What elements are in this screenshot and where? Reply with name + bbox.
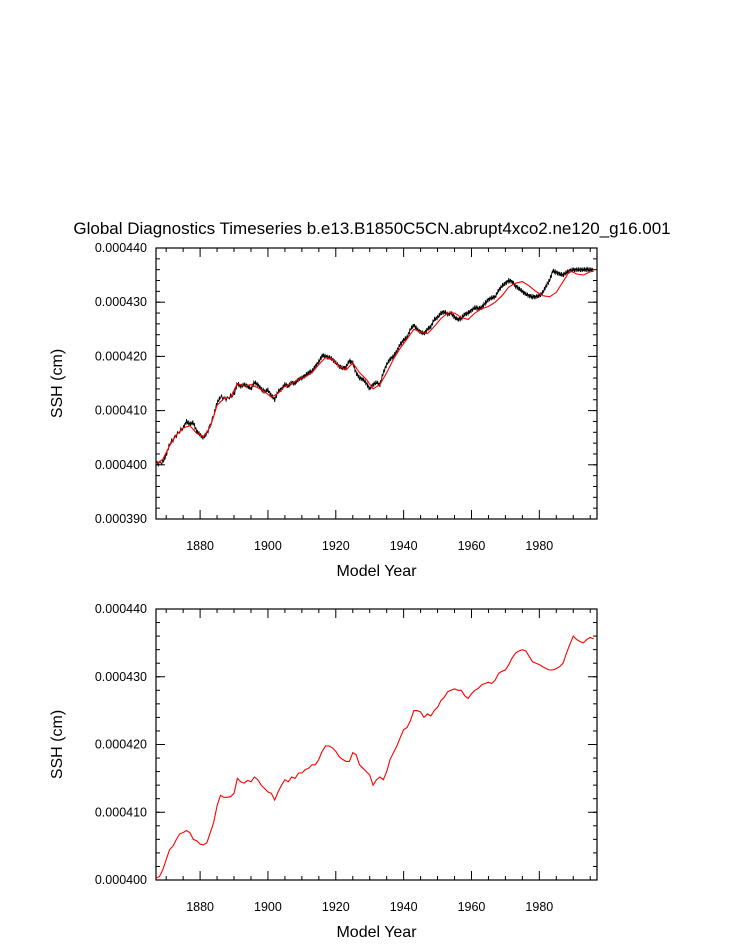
x-tick-label: 1980 [525,539,553,553]
x-tick-label: 1960 [458,539,486,553]
x-tick-label: 1900 [254,900,282,914]
top-panel: 1880 1900 1920 1940 1960 1980 0.000390 0.000400… [49,241,598,580]
y-tick-label: 0.000430 [95,295,147,309]
x-tick-label: 1920 [322,539,350,553]
series-line-annual [155,270,594,465]
x-tick-label: 1940 [390,900,418,914]
y-tick-label: 0.000390 [95,512,147,526]
y-tick-label: 0.000410 [95,805,147,819]
y-tick-label: 0.000440 [95,602,147,616]
x-tick-label: 1940 [390,539,418,553]
series-line-monthly [155,266,594,468]
y-tick-label: 0.000420 [95,738,147,752]
plot-frame [155,247,598,520]
y-tick-label: 0.000430 [95,670,147,684]
x-tick-label: 1980 [525,900,553,914]
y-axis-label: SSH (cm) [49,710,66,779]
y-tick-label: 0.000400 [95,873,147,887]
plot-frame [155,608,598,881]
y-tick-label: 0.000420 [95,349,147,363]
series-line-annual [155,635,594,879]
x-tick-label: 1880 [186,539,214,553]
y-axis-label: SSH (cm) [49,349,66,418]
y-tick-label: 0.000400 [95,458,147,472]
y-tick-label: 0.000410 [95,404,147,418]
x-axis-label: Model Year [336,924,417,941]
chart-title: Global Diagnostics Timeseries b.e13.B185… [73,219,670,238]
y-tick-label: 0.000440 [95,241,147,255]
x-axis-label: Model Year [336,563,417,580]
x-tick-label: 1960 [458,900,486,914]
x-tick-label: 1900 [254,539,282,553]
x-tick-label: 1920 [322,900,350,914]
x-tick-label: 1880 [186,900,214,914]
bottom-panel: 1880 1900 1920 1940 1960 1980 0.000400 0.000410… [49,602,598,941]
